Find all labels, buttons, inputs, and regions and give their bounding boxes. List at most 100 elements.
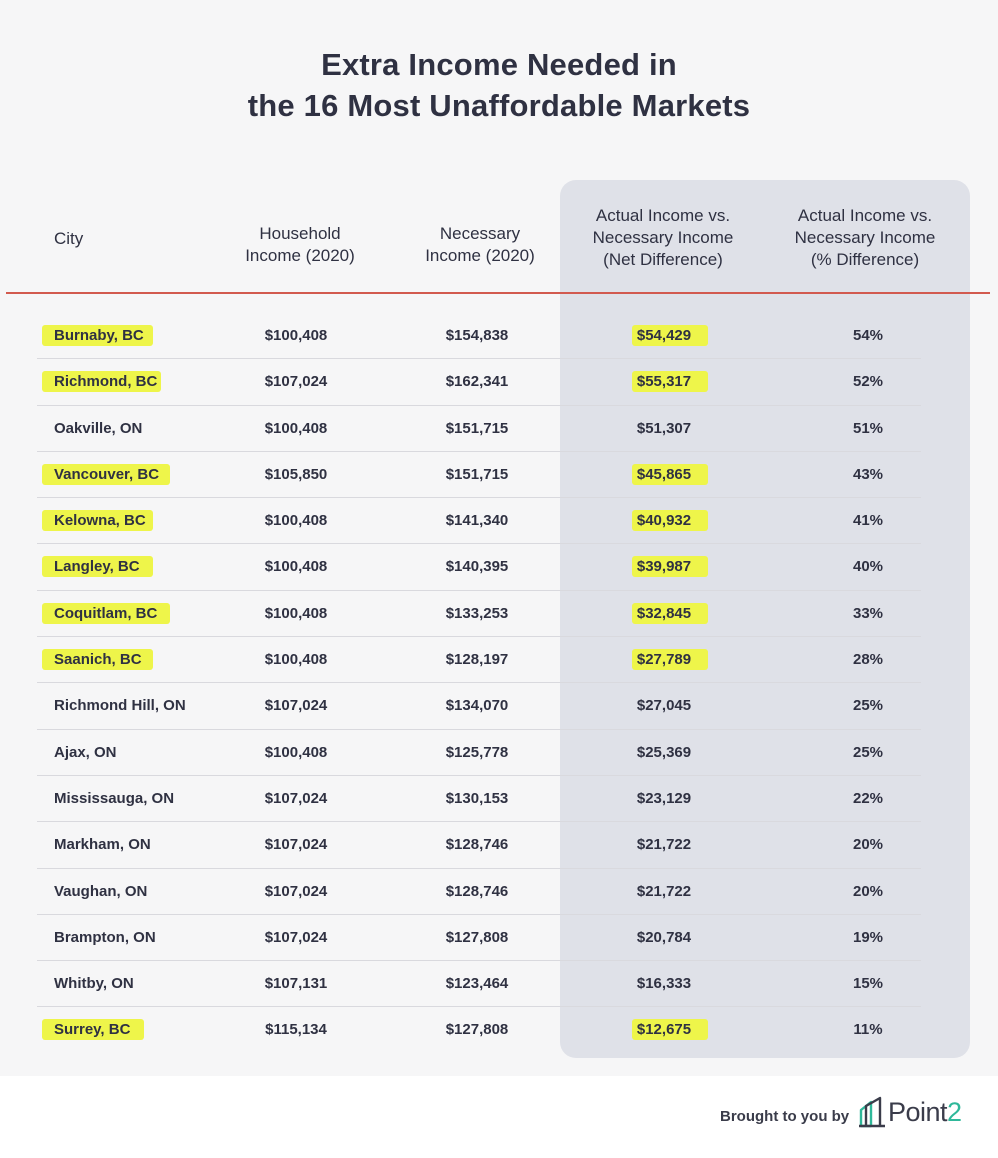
household-income-cell: $100,408 [216,498,376,544]
marker-highlight [42,1019,144,1041]
necessary-income-cell-text: $125,778 [445,743,509,761]
net-difference-cell: $51,307 [584,406,744,452]
city-cell: Richmond Hill, ON [54,683,186,729]
header-net-line-2: Necessary Income [592,228,734,247]
household-income-cell-text: $100,408 [264,558,328,576]
percent-difference-cell-text: 25% [852,697,884,715]
table-row: Ajax, ON $100,408 $125,778 $25,369 25% [0,730,998,776]
necessary-income-cell: $134,070 [397,683,557,729]
header-pct-line-3: (% Difference) [810,250,920,269]
city-cell-text: Richmond Hill, ON [54,697,186,715]
net-difference-cell: $27,045 [584,683,744,729]
marker-highlight [42,325,153,346]
city-cell: Vaughan, ON [54,869,147,915]
percent-difference-cell-text: 41% [852,512,884,530]
net-difference-cell-text: $20,784 [636,928,692,946]
table-row: Burnaby, BC $100,408 $154,838 $54,429 54% [0,313,998,360]
household-income-cell: $107,024 [216,359,376,405]
marker-highlight [631,1019,709,1041]
necessary-income-cell: $151,715 [397,406,557,452]
table-row: Whitby, ON $107,131 $123,464 $16,333 15% [0,961,998,1008]
header-pct-line-2: Necessary Income [794,228,936,247]
necessary-income-cell-text: $154,838 [445,327,509,344]
net-difference-cell-text: $51,307 [636,419,692,437]
header-divider [6,292,990,294]
percent-difference-cell-text: 22% [852,789,884,807]
net-difference-cell-text: $27,045 [636,697,692,715]
table-row: Oakville, ON $100,408 $151,715 $51,307 51% [0,406,998,452]
necessary-income-cell-text: $127,808 [445,1021,509,1039]
net-difference-cell-text: $32,845 [636,604,692,622]
city-cell: Mississauga, ON [54,776,174,822]
net-difference-cell-text: $40,932 [636,512,692,530]
house-outline-icon [859,1096,885,1128]
household-income-cell-text: $107,024 [264,789,328,807]
row-divider [37,589,921,591]
net-difference-cell: $27,789 [584,637,744,683]
table-row: Markham, ON $107,024 $128,746 $21,722 20% [0,822,998,869]
marker-highlight [631,556,709,578]
percent-difference-cell: 40% [790,544,946,590]
row-divider [37,497,921,499]
percent-difference-cell: 20% [790,822,946,868]
household-income-cell: $100,408 [216,313,376,359]
household-income-cell-text: $100,408 [264,743,328,761]
net-difference-cell: $20,784 [584,915,744,961]
marker-highlight [631,602,709,624]
household-income-cell: $107,024 [216,776,376,822]
row-divider [37,960,921,962]
point2-logo: Point2 [858,1096,962,1128]
row-divider [37,358,921,360]
percent-difference-cell-text: 20% [852,882,884,900]
marker-highlight [631,649,709,671]
row-divider [37,450,921,452]
net-difference-cell-text: $27,789 [636,651,692,669]
necessary-income-cell-text: $133,253 [445,604,509,622]
percent-difference-cell-text: 11% [853,1021,883,1039]
percent-difference-cell: 19% [790,915,946,961]
city-cell-text: Vaughan, ON [54,882,148,900]
household-income-cell-text: $107,131 [264,975,328,993]
net-difference-cell: $12,675 [584,1007,744,1053]
marker-highlight [631,371,709,393]
necessary-income-cell-text: $141,340 [445,512,509,530]
table-row: Kelowna, BC $100,408 $141,340 $40,932 41% [0,498,998,545]
necessary-income-cell-text: $151,715 [445,419,509,437]
household-income-cell-text: $100,408 [264,651,328,669]
city-cell: Vancouver, BC [42,452,170,498]
necessary-income-cell-text: $151,715 [445,465,509,483]
header-household-line-1: Household [259,224,341,243]
necessary-income-cell: $127,808 [397,1007,557,1053]
title-line-2: the 16 Most Unaffordable Markets [247,88,751,123]
row-divider [37,867,921,869]
city-cell: Whitby, ON [54,961,134,1007]
net-difference-cell-text: $21,722 [636,836,692,854]
net-difference-cell-text: $54,429 [636,327,692,344]
net-difference-cell: $32,845 [584,591,744,637]
city-cell: Coquitlam, BC [42,591,170,637]
percent-difference-cell: 51% [790,406,946,452]
percent-difference-cell-text: 28% [852,651,884,669]
net-difference-cell: $23,129 [584,776,744,822]
necessary-income-cell: $128,746 [397,869,557,915]
row-divider [37,404,921,406]
necessary-income-cell: $128,197 [397,637,557,683]
marker-highlight [42,649,153,671]
percent-difference-cell: 22% [790,776,946,822]
necessary-income-cell-text: $123,464 [445,975,509,993]
city-cell-text: Kelowna, BC [54,512,146,530]
city-cell-text: Saanich, BC [54,651,142,669]
table-body: Burnaby, BC $100,408 $154,838 $54,429 54% Ric… [0,313,998,1054]
city-cell-text: Markham, ON [54,836,151,854]
household-income-cell-text: $107,024 [264,697,328,715]
necessary-income-cell-text: $140,395 [445,558,509,576]
header-net-line-1: Actual Income vs. [595,206,731,225]
table-row: Coquitlam, BC $100,408 $133,253 $32,845 33% [0,591,998,638]
header-pct-line-1: Actual Income vs. [797,206,933,225]
header-city: City [54,229,84,248]
household-income-cell: $100,408 [216,591,376,637]
net-difference-cell: $21,722 [584,869,744,915]
net-difference-cell-text: $21,722 [636,882,692,900]
header-household-income: Household Income (2020) [220,223,380,267]
row-divider [37,821,921,823]
